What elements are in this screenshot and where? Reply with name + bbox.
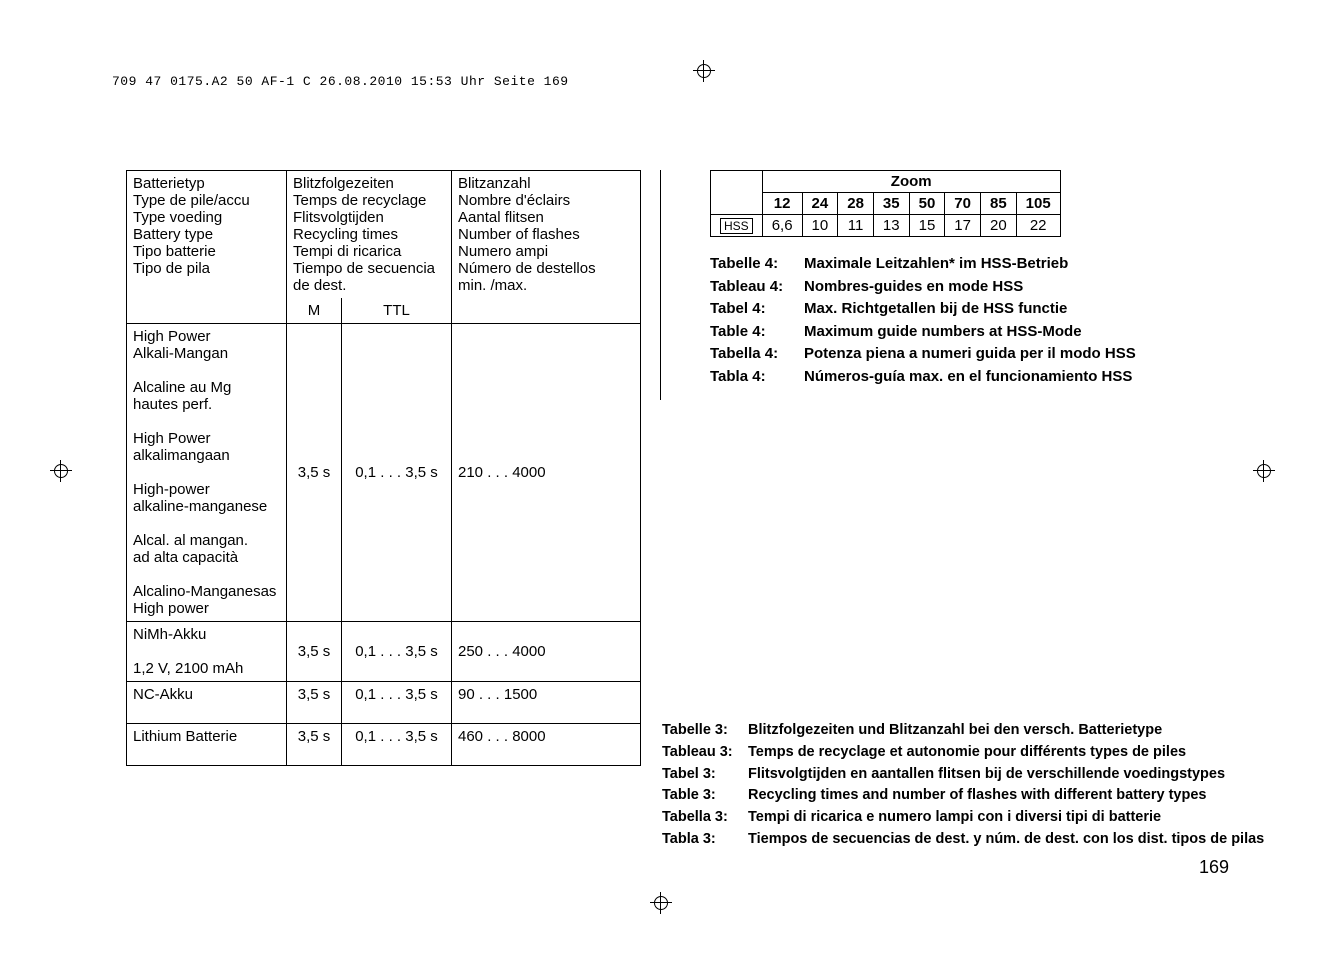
caption-text: Max. Richtgetallen bij de HSS functie — [804, 298, 1067, 321]
caption-row: Tableau 4: Nombres-guides en mode HSS — [710, 276, 1230, 299]
caption-label: Tabel 3: — [662, 764, 744, 786]
caption-text: Nombres-guides en mode HSS — [804, 276, 1023, 299]
header-battery-type: Batterietyp Type de pile/accu Type voedi… — [127, 171, 287, 324]
table4-captions: Tabelle 4: Maximale Leitzahlen* im HSS-Be… — [710, 253, 1230, 388]
cell-m: 3,5 s — [287, 324, 342, 622]
table-row: NC-Akku 3,5 s 0,1 . . . 3,5 s 90 . . . 1… — [127, 682, 641, 724]
zoom-value: 15 — [909, 215, 945, 237]
caption-label: Tabel 4: — [710, 298, 798, 321]
registration-mark-right — [1253, 460, 1275, 482]
zoom-title: Zoom — [762, 171, 1060, 193]
cell-ttl: 0,1 . . . 3,5 s — [342, 724, 452, 766]
caption-label: Tableau 4: — [710, 276, 798, 299]
caption-text: Tempi di ricarica e numero lampi con i d… — [748, 807, 1161, 829]
zoom-table: Zoom 12 24 28 35 50 70 85 105 HSS 6,6 10… — [710, 170, 1061, 237]
caption-row: Tableau 3:Temps de recyclage et autonomi… — [662, 742, 1282, 764]
left-column: Batterietyp Type de pile/accu Type voedi… — [126, 170, 641, 766]
zoom-value: 20 — [980, 215, 1016, 237]
caption-row: Tabel 4: Max. Richtgetallen bij de HSS fu… — [710, 298, 1230, 321]
table-row: High Power Alkali-Mangan Alcaline au Mg … — [127, 324, 641, 622]
caption-text: Blitzfolgezeiten und Blitzanzahl bei den… — [748, 720, 1162, 742]
caption-label: Tabella 4: — [710, 343, 798, 366]
cell-ttl: 0,1 . . . 3,5 s — [342, 324, 452, 622]
caption-row: Tabella 4: Potenza piena a numeri guida p… — [710, 343, 1230, 366]
zoom-value: 6,6 — [762, 215, 802, 237]
zoom-header: 35 — [873, 193, 909, 215]
zoom-header-row: 12 24 28 35 50 70 85 105 — [711, 193, 1061, 215]
zoom-value: 17 — [945, 215, 981, 237]
cell-battery-name: High Power Alkali-Mangan Alcaline au Mg … — [127, 324, 287, 622]
zoom-title-row: Zoom — [711, 171, 1061, 193]
caption-text: Flitsvolgtijden en aantallen flitsen bij… — [748, 764, 1225, 786]
cell-battery-name: NiMh-Akku 1,2 V, 2100 mAh — [127, 622, 287, 682]
zoom-header: 50 — [909, 193, 945, 215]
cell-count: 90 . . . 1500 — [452, 682, 641, 724]
caption-text: Maximum guide numbers at HSS-Mode — [804, 321, 1082, 344]
caption-row: Table 4: Maximum guide numbers at HSS-Mod… — [710, 321, 1230, 344]
battery-table: Batterietyp Type de pile/accu Type voedi… — [126, 170, 641, 766]
table3-captions: Tabelle 3:Blitzfolgezeiten und Blitzanza… — [662, 720, 1282, 851]
registration-mark-bottom — [650, 892, 672, 914]
page-number: 169 — [1199, 857, 1229, 878]
zoom-data-row: HSS 6,6 10 11 13 15 17 20 22 — [711, 215, 1061, 237]
header-recycling: Blitzfolgezeiten Temps de recyclage Flit… — [287, 171, 452, 299]
cell-battery-name: NC-Akku — [127, 682, 287, 724]
zoom-value: 13 — [873, 215, 909, 237]
cell-m: 3,5 s — [287, 622, 342, 682]
table-header-row: Batterietyp Type de pile/accu Type voedi… — [127, 171, 641, 299]
caption-text: Recycling times and number of flashes wi… — [748, 785, 1206, 807]
caption-label: Table 3: — [662, 785, 744, 807]
vertical-separator — [660, 170, 661, 400]
table-row: Lithium Batterie 3,5 s 0,1 . . . 3,5 s 4… — [127, 724, 641, 766]
zoom-value: 22 — [1016, 215, 1060, 237]
caption-text: Tiempos de secuencias de dest. y núm. de… — [748, 829, 1264, 851]
subheader-ttl: TTL — [342, 298, 452, 324]
caption-row: Tabelle 4: Maximale Leitzahlen* im HSS-Be… — [710, 253, 1230, 276]
caption-row: Table 3:Recycling times and number of fl… — [662, 785, 1282, 807]
cell-count: 250 . . . 4000 — [452, 622, 641, 682]
header-flash-count: Blitzanzahl Nombre d'éclairs Aantal flit… — [452, 171, 641, 324]
caption-label: Tabelle 3: — [662, 720, 744, 742]
caption-text: Temps de recyclage et autonomie pour dif… — [748, 742, 1186, 764]
zoom-header: 28 — [838, 193, 874, 215]
cell-m: 3,5 s — [287, 682, 342, 724]
zoom-value: 10 — [802, 215, 838, 237]
caption-row: Tabla 3:Tiempos de secuencias de dest. y… — [662, 829, 1282, 851]
cell-count: 460 . . . 8000 — [452, 724, 641, 766]
zoom-header: 70 — [945, 193, 981, 215]
caption-label: Tabella 3: — [662, 807, 744, 829]
zoom-header: 12 — [762, 193, 802, 215]
caption-label: Tabelle 4: — [710, 253, 798, 276]
caption-label: Table 4: — [710, 321, 798, 344]
caption-label: Tableau 3: — [662, 742, 744, 764]
cell-battery-name: Lithium Batterie — [127, 724, 287, 766]
cell-ttl: 0,1 . . . 3,5 s — [342, 682, 452, 724]
caption-row: Tabel 3:Flitsvolgtijden en aantallen fli… — [662, 764, 1282, 786]
hss-badge: HSS — [720, 218, 753, 234]
registration-mark-top — [693, 60, 715, 82]
cell-count: 210 . . . 4000 — [452, 324, 641, 622]
caption-row: Tabelle 3:Blitzfolgezeiten und Blitzanza… — [662, 720, 1282, 742]
registration-mark-left — [50, 460, 72, 482]
zoom-row-label: HSS — [711, 215, 763, 237]
caption-row: Tabla 4: Números-guía max. en el funciona… — [710, 366, 1230, 389]
caption-label: Tabla 4: — [710, 366, 798, 389]
caption-text: Potenza piena a numeri guida per il modo… — [804, 343, 1136, 366]
caption-text: Maximale Leitzahlen* im HSS-Betrieb — [804, 253, 1068, 276]
caption-label: Tabla 3: — [662, 829, 744, 851]
zoom-header: 85 — [980, 193, 1016, 215]
zoom-header: 24 — [802, 193, 838, 215]
page: 709 47 0175.A2 50 AF-1 C 26.08.2010 15:5… — [0, 0, 1325, 954]
caption-row: Tabella 3:Tempi di ricarica e numero lam… — [662, 807, 1282, 829]
print-header: 709 47 0175.A2 50 AF-1 C 26.08.2010 15:5… — [112, 74, 569, 89]
right-column: Zoom 12 24 28 35 50 70 85 105 HSS 6,6 10… — [710, 170, 1230, 388]
table-row: NiMh-Akku 1,2 V, 2100 mAh 3,5 s 0,1 . . … — [127, 622, 641, 682]
zoom-value: 11 — [838, 215, 874, 237]
subheader-m: M — [287, 298, 342, 324]
zoom-header: 105 — [1016, 193, 1060, 215]
cell-m: 3,5 s — [287, 724, 342, 766]
caption-text: Números-guía max. en el funcionamiento H… — [804, 366, 1132, 389]
cell-ttl: 0,1 . . . 3,5 s — [342, 622, 452, 682]
